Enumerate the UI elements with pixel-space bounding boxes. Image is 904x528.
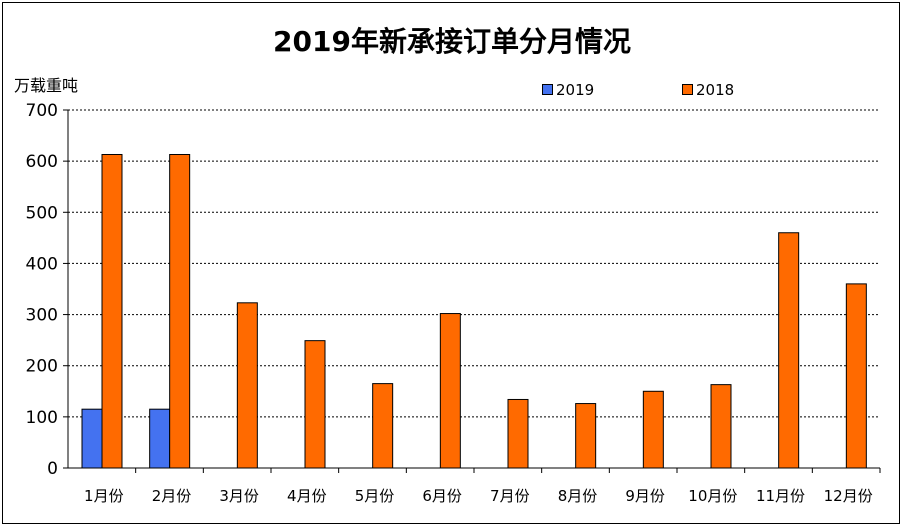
bar-2018-1 (101, 153, 123, 469)
x-category-label-6: 6月份 (422, 487, 462, 505)
x-category-label-10: 10月份 (688, 487, 737, 505)
y-tick-label-700: 700 (26, 101, 58, 121)
x-category-label-11: 11月份 (756, 487, 805, 505)
y-tick-label-500: 500 (26, 203, 58, 223)
bar-2018-8 (575, 403, 597, 469)
x-category-label-12: 12月份 (824, 487, 873, 505)
y-tick-label-600: 600 (26, 152, 58, 172)
y-tick-label-400: 400 (26, 254, 58, 274)
bar-2018-9 (642, 390, 664, 469)
x-category-label-7: 7月份 (490, 487, 530, 505)
chart-title: 2019年新承接订单分月情况 (273, 25, 631, 58)
legend-label-2019: 2019 (556, 81, 595, 99)
y-tick-label-300: 300 (26, 306, 58, 326)
y-tick-label-0: 0 (47, 459, 58, 479)
x-category-label-5: 5月份 (355, 487, 395, 505)
x-category-label-4: 4月份 (287, 487, 327, 505)
bar-2018-12 (845, 283, 867, 469)
x-category-label-1: 1月份 (84, 487, 124, 505)
y-tick-label-100: 100 (26, 408, 58, 428)
legend-label-2018: 2018 (696, 81, 735, 99)
bar-2018-3 (236, 302, 258, 469)
x-category-label-2: 2月份 (152, 487, 192, 505)
legend-item-2018: 2018 (682, 81, 734, 99)
legend-swatch-2018 (682, 84, 693, 95)
bar-2018-10 (710, 384, 732, 469)
legend-item-2019: 2019 (542, 81, 594, 99)
x-category-label-9: 9月份 (625, 487, 665, 505)
y-tick-label-200: 200 (26, 357, 58, 377)
bar-2019-2 (149, 408, 171, 469)
bar-2018-4 (304, 340, 326, 469)
x-category-label-8: 8月份 (558, 487, 598, 505)
bar-2018-6 (439, 313, 461, 469)
bar-2018-5 (372, 383, 394, 469)
legend-swatch-2019 (542, 84, 553, 95)
bar-2018-2 (169, 153, 191, 469)
bar-2018-11 (778, 232, 800, 469)
x-category-label-3: 3月份 (219, 487, 259, 505)
y-axis-unit-label: 万载重吨 (14, 76, 79, 95)
bar-2019-1 (81, 408, 103, 469)
bar-2018-7 (507, 398, 529, 469)
